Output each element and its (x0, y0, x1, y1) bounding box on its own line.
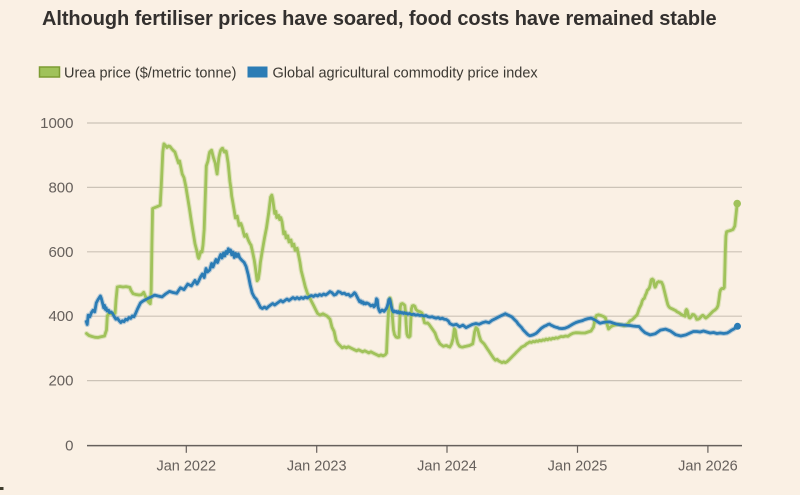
svg-text:Jan 2022: Jan 2022 (156, 459, 216, 475)
svg-text:Global agricultural commodity: Global agricultural commodity price inde… (273, 66, 539, 82)
svg-text:Jan 2024: Jan 2024 (417, 459, 477, 475)
svg-text:200: 200 (48, 373, 73, 390)
svg-text:Jan 2025: Jan 2025 (548, 459, 608, 475)
svg-text:0: 0 (65, 438, 73, 455)
svg-text:Urea price ($/metric tonne): Urea price ($/metric tonne) (64, 66, 236, 82)
svg-text:600: 600 (48, 244, 73, 261)
svg-text:Jan 2023: Jan 2023 (287, 459, 347, 475)
svg-text:Jan 2026: Jan 2026 (678, 459, 738, 475)
svg-text:400: 400 (48, 308, 73, 325)
svg-text:800: 800 (48, 179, 73, 196)
svg-text:1000: 1000 (40, 115, 73, 132)
svg-text:Although fertiliser prices hav: Although fertiliser prices have soared, … (42, 8, 717, 30)
